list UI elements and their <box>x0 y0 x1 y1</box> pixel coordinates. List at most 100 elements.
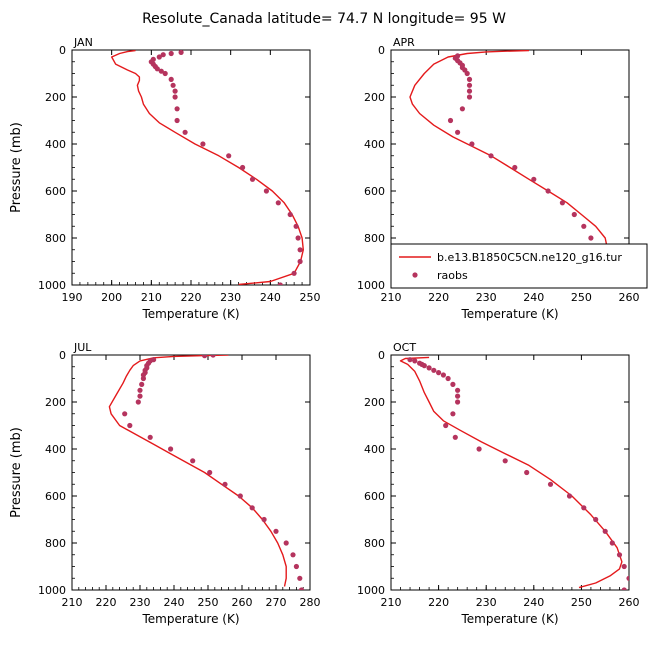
jan-raobs-point <box>297 247 303 253</box>
oct-xlabel: Temperature (K) <box>460 612 558 626</box>
jul-xlabel: Temperature (K) <box>141 612 239 626</box>
jan-raobs-point <box>168 50 174 57</box>
figure-title: Resolute_Canada latitude= 74.7 N longitu… <box>142 11 506 27</box>
jan-raobs-point <box>293 223 299 229</box>
oct-raobs-point <box>581 505 587 511</box>
apr-raobs-point <box>459 106 465 112</box>
oct-xtick-label: 260 <box>619 596 640 609</box>
jul-raobs-point <box>207 469 213 476</box>
jul-raobs-point <box>237 493 243 499</box>
apr-xtick-label: 210 <box>381 291 402 304</box>
jul-ytick-label: 800 <box>45 537 66 550</box>
apr-xtick-label: 250 <box>571 291 592 304</box>
apr-raobs-point <box>545 188 551 194</box>
apr-ytick-label: 0 <box>378 44 385 57</box>
jul-xtick-label: 280 <box>300 596 321 609</box>
jan-raobs-point <box>249 176 256 182</box>
oct-raobs-point <box>436 370 442 376</box>
oct-raobs-point <box>426 365 432 371</box>
jan-ytick-label: 600 <box>45 185 66 198</box>
panel-oct: OCT 210 220 230 240 250 260 0 200 400 600 800 1000 Te… <box>357 341 640 626</box>
jan-raobs-point <box>172 94 178 100</box>
oct-raobs-point <box>626 575 629 581</box>
panel-jul: JUL 210 220 230 240 250 260 270 280 0 200 400 600 800… <box>9 341 321 626</box>
jul-raobs-point <box>137 393 143 399</box>
apr-raobs-point <box>571 211 577 218</box>
oct-raobs-point <box>621 563 627 570</box>
jul-xtick-label: 220 <box>96 596 117 609</box>
jul-raobs-point <box>261 516 267 523</box>
oct-raobs-point <box>440 372 446 378</box>
oct-panel-label: OCT <box>393 341 416 354</box>
apr-raobs-point <box>447 117 454 124</box>
jul-raobs-point <box>202 355 208 359</box>
jan-raobs-point <box>226 153 232 159</box>
jan-ytick-label: 1000 <box>38 279 66 292</box>
oct-raobs-point <box>455 387 461 393</box>
jan-raobs-point <box>174 106 180 112</box>
jul-xtick-label: 230 <box>130 596 151 609</box>
jan-raobs-point <box>295 235 301 241</box>
jan-raobs-point <box>263 188 269 194</box>
apr-raobs-point <box>512 164 518 171</box>
oct-raobs-point <box>621 587 627 590</box>
jan-xtick-label: 230 <box>220 291 241 304</box>
jan-raobs-point <box>178 50 184 55</box>
oct-raobs-point <box>593 516 599 523</box>
oct-ytick-label: 600 <box>364 490 385 503</box>
jul-model-line <box>108 355 287 587</box>
apr-legend-label: raobs <box>437 269 468 282</box>
jan-xtick-label: 240 <box>260 291 281 304</box>
oct-xtick-label: 240 <box>523 596 544 609</box>
oct-raobs-point <box>524 469 530 476</box>
oct-raobs-point <box>455 399 461 405</box>
jan-raobs-point <box>172 88 178 94</box>
jul-raobs-point <box>298 587 305 590</box>
oct-raobs-point <box>602 528 608 534</box>
jul-xtick-label: 240 <box>164 596 185 609</box>
jan-xtick-label: 220 <box>181 291 202 304</box>
jan-raobs-point <box>160 52 166 58</box>
jul-raobs-point <box>293 563 299 570</box>
jan-raobs-point <box>291 270 297 276</box>
panel-jan: JAN 190 200 210 220 230 240 250 0 200 400 600 800 100… <box>9 36 321 321</box>
oct-raobs-point <box>502 458 508 464</box>
apr-xlabel: Temperature (K) <box>460 307 558 321</box>
oct-raobs-point <box>476 446 482 452</box>
oct-raobs-point <box>407 357 413 363</box>
jul-raobs-point <box>273 528 279 534</box>
apr-legend-label: b.e13.B1850C5CN.ne120_g16.tur <box>437 251 622 264</box>
jan-raobs-point <box>287 211 293 218</box>
jul-raobs-point <box>147 434 153 440</box>
jul-raobs-point <box>122 411 128 417</box>
jul-ytick-label: 0 <box>59 349 66 362</box>
jul-ytick-label: 400 <box>45 443 66 456</box>
apr-ytick-label: 1000 <box>357 279 385 292</box>
apr-xtick-label: 220 <box>428 291 449 304</box>
jan-data-layer <box>111 50 304 285</box>
apr-raobs-point <box>466 76 473 82</box>
jan-raobs-point <box>154 66 160 72</box>
jan-xtick-label: 250 <box>300 291 321 304</box>
oct-ytick-label: 400 <box>364 443 385 456</box>
oct-raobs-point <box>455 393 461 399</box>
oct-raobs-point <box>443 422 449 429</box>
oct-raobs-point <box>450 381 456 387</box>
apr-legend-dot-swatch <box>412 272 418 278</box>
oct-raobs-point <box>445 375 451 382</box>
jan-raobs-point <box>156 54 162 60</box>
jul-ytick-label: 600 <box>45 490 66 503</box>
apr-raobs-point <box>559 200 566 206</box>
apr-ytick-label: 800 <box>364 232 385 245</box>
apr-panel-label: APR <box>393 36 415 49</box>
apr-legend-box <box>390 243 648 289</box>
apr-xtick-label: 260 <box>619 291 640 304</box>
apr-xtick-label: 230 <box>476 291 497 304</box>
panel-apr: APR 210 220 230 240 250 260 0 200 400 600 800 1000 Te… <box>357 36 648 321</box>
oct-ytick-label: 1000 <box>357 584 385 597</box>
oct-raobs-point <box>450 411 456 417</box>
jan-raobs-point <box>240 164 246 171</box>
apr-raobs-point <box>455 129 461 135</box>
jul-raobs-point <box>210 355 216 358</box>
